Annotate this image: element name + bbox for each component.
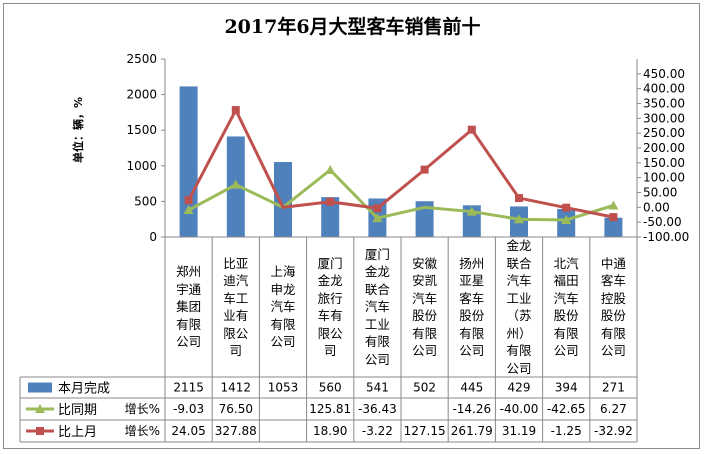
square-marker <box>373 204 382 213</box>
square-marker <box>420 165 429 174</box>
legend-triangle-icon <box>35 404 45 413</box>
bar <box>274 162 292 237</box>
bar <box>321 197 340 237</box>
chart-frame <box>3 3 700 449</box>
legend-label: 比上月 <box>58 425 97 440</box>
triangle-marker <box>466 206 477 216</box>
category-label: 上海申龙汽车有限公司 <box>270 264 296 350</box>
data-cell: -1.25 <box>551 424 582 438</box>
bar <box>604 217 623 237</box>
category-label: 北汽福田汽车股份有限公司 <box>553 255 579 359</box>
category-label: 郑州宇通集团有限公司 <box>176 264 202 350</box>
data-cell: -36.43 <box>358 402 397 416</box>
left-tick-label: 2000 <box>126 88 157 102</box>
data-cell: 502 <box>413 381 436 395</box>
square-marker <box>609 213 618 222</box>
data-cell: -40.00 <box>500 402 539 416</box>
line-series-mom <box>187 106 614 219</box>
right-tick-label: -50.00 <box>643 215 682 229</box>
legend-bar-icon <box>28 382 52 393</box>
data-cell: 1412 <box>221 381 252 395</box>
data-cell: 394 <box>555 381 578 395</box>
data-cell: 541 <box>366 381 389 395</box>
left-tick-label: 1000 <box>126 159 157 173</box>
category-label: 安徽安凯汽车股份有限公司 <box>412 255 438 359</box>
category-label: 厦门金龙联合汽车工业有限公司 <box>364 246 390 367</box>
square-marker <box>467 125 476 134</box>
chart-title: 2017年6月大型客车销售前十 <box>224 16 481 38</box>
legend-label: 本月完成 <box>58 382 110 397</box>
category-label: 比亚迪汽车工业有限公司 <box>223 255 249 359</box>
right-tick-label: 0.00 <box>643 200 670 214</box>
triangle-marker <box>608 200 619 210</box>
square-marker <box>184 196 193 205</box>
left-tick-label: 500 <box>134 194 157 208</box>
data-cell: 76.50 <box>219 402 253 416</box>
data-cell: 125.81 <box>309 402 351 416</box>
data-cell: 31.19 <box>502 424 536 438</box>
data-cell: -3.22 <box>362 424 393 438</box>
category-label: 金龙联合汽车工业（苏州）有限公司 <box>506 238 532 376</box>
left-tick-label: 1500 <box>126 123 157 137</box>
right-tick-label: 450.00 <box>643 67 685 81</box>
data-cell: -32.92 <box>594 424 633 438</box>
triangle-marker <box>372 213 383 223</box>
triangle-marker <box>514 214 524 224</box>
triangle-marker <box>325 165 336 175</box>
square-marker <box>515 194 523 203</box>
data-cell: 271 <box>602 381 625 395</box>
legend-label: 比同期 <box>58 403 97 418</box>
square-marker <box>562 203 571 212</box>
right-tick-label: 400.00 <box>643 82 685 96</box>
bar <box>179 86 198 237</box>
data-cell: -9.03 <box>173 402 204 416</box>
right-tick-label: -100.00 <box>643 230 689 244</box>
data-cell: 1053 <box>268 381 299 395</box>
data-cell: 18.90 <box>313 424 347 438</box>
bar <box>415 201 434 237</box>
left-tick-label: 2500 <box>126 52 157 66</box>
right-tick-label: 200.00 <box>643 141 685 155</box>
right-tick-label: 250.00 <box>643 126 685 140</box>
category-label: 厦门金龙旅行车有限公司 <box>317 255 343 359</box>
data-cell: -42.65 <box>547 402 586 416</box>
data-cell: 429 <box>508 381 531 395</box>
right-tick-label: 100.00 <box>643 171 685 185</box>
left-tick-label: 0 <box>149 230 157 244</box>
data-cell: 327.88 <box>215 424 257 438</box>
triangle-marker <box>230 179 241 189</box>
data-cell: 24.05 <box>171 424 205 438</box>
line-series-yoy <box>187 167 614 222</box>
right-tick-label: 350.00 <box>643 97 685 111</box>
data-cell: 445 <box>460 381 483 395</box>
triangle-marker <box>183 205 194 215</box>
category-label: 扬州亚星客车股份有限公司 <box>459 255 485 359</box>
legend-suffix: 增长% <box>125 424 160 438</box>
square-marker <box>326 197 335 206</box>
square-marker <box>231 106 240 115</box>
legend-suffix: 增长% <box>125 402 160 416</box>
triangle-marker <box>561 214 572 224</box>
category-label: 中通客车控股股份有限公司 <box>600 255 626 359</box>
legend-square-icon <box>36 427 44 435</box>
right-tick-label: 50.00 <box>643 186 677 200</box>
data-cell: 2115 <box>173 381 204 395</box>
data-cell: -14.26 <box>452 402 491 416</box>
data-cell: 261.79 <box>451 424 493 438</box>
data-cell: 560 <box>319 381 342 395</box>
right-tick-label: 150.00 <box>643 156 685 170</box>
data-cell: 6.27 <box>600 402 627 416</box>
data-cell: 127.15 <box>404 424 446 438</box>
right-tick-label: 300.00 <box>643 111 685 125</box>
